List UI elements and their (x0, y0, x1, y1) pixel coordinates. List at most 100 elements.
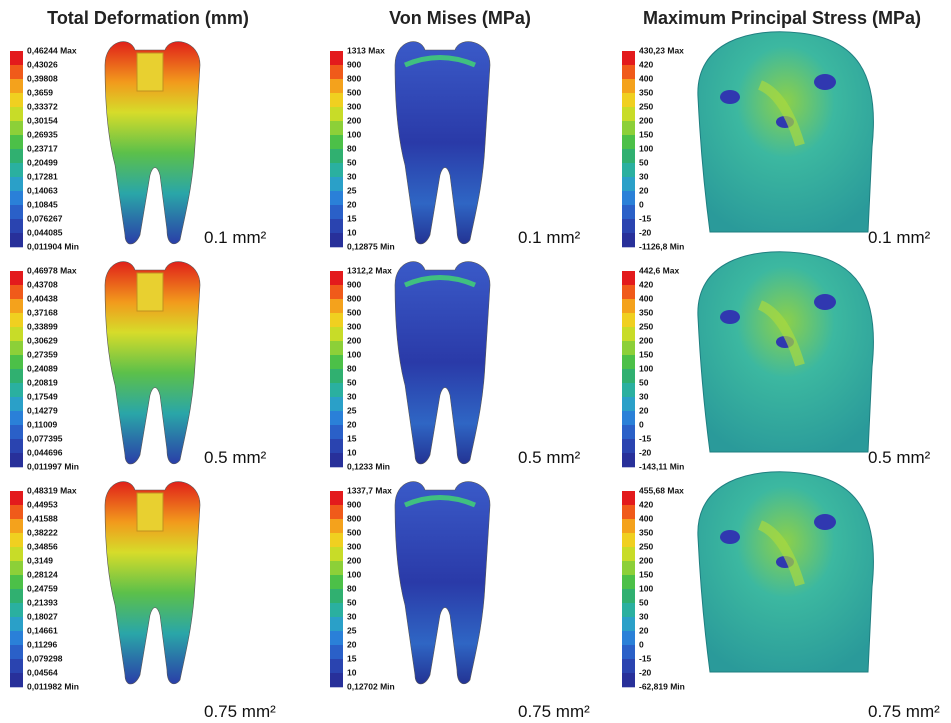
legend-label: 0,3659 (27, 87, 53, 97)
stress-spot (720, 310, 740, 324)
legend-label: 420 (639, 279, 653, 289)
cavity (137, 493, 163, 531)
legend-label: 0,38222 (27, 527, 58, 537)
legend-label: 100 (639, 583, 653, 593)
legend-band (622, 65, 635, 79)
row-label: 0.75 mm² (518, 702, 590, 721)
legend-band (622, 149, 635, 163)
legend-label: 0,40438 (27, 293, 58, 303)
panel: 1312,2 Max900800500300200100805030252015… (330, 262, 581, 472)
legend-band (10, 299, 23, 313)
legend-band (330, 575, 343, 589)
legend-band (330, 383, 343, 397)
legend-label: 200 (639, 555, 653, 565)
legend-band (10, 271, 23, 285)
legend-label: 30 (639, 611, 649, 621)
legend-label: 20 (639, 405, 649, 415)
legend-label: 0 (639, 419, 644, 429)
legend-label: 900 (347, 59, 361, 69)
legend-band (622, 191, 635, 205)
legend-band (330, 645, 343, 659)
legend-label: 0,39808 (27, 73, 58, 83)
legend-label: 0,43708 (27, 279, 58, 289)
legend-label: 50 (639, 597, 649, 607)
legend-band (330, 561, 343, 575)
legend-band (10, 519, 23, 533)
legend-band (622, 645, 635, 659)
legend-label: 50 (639, 377, 649, 387)
row-label: 0.1 mm² (518, 228, 581, 247)
legend-label: 500 (347, 527, 361, 537)
legend-band (330, 233, 343, 247)
legend-label: 15 (347, 213, 357, 223)
legend-label: 0,20499 (27, 157, 58, 167)
legend-band (330, 589, 343, 603)
legend-band (330, 411, 343, 425)
legend-band (330, 533, 343, 547)
legend-band (330, 631, 343, 645)
legend-label: 20 (347, 639, 357, 649)
row-label: 0.75 mm² (204, 702, 276, 721)
legend-band (10, 219, 23, 233)
legend-label: 0,18027 (27, 611, 58, 621)
legend-band (10, 107, 23, 121)
legend-label: 0 (639, 199, 644, 209)
legend-band (330, 149, 343, 163)
legend-label: 25 (347, 405, 357, 415)
legend-label: -15 (639, 213, 652, 223)
legend-label: 0,28124 (27, 569, 58, 579)
legend-label: 0,011997 Min (27, 461, 79, 471)
legend-band (622, 617, 635, 631)
legend-band (622, 205, 635, 219)
legend-band (330, 51, 343, 65)
legend-label: 430,23 Max (639, 45, 684, 55)
legend-band (622, 589, 635, 603)
legend-label: 15 (347, 433, 357, 443)
legend-label: 300 (347, 321, 361, 331)
legend-band (622, 51, 635, 65)
legend-band (330, 519, 343, 533)
legend-band (10, 163, 23, 177)
legend-label: 150 (639, 129, 653, 139)
legend-label: 0,011904 Min (27, 241, 79, 251)
legend-band (330, 341, 343, 355)
panel: 1313 Max90080050030020010080503025201510… (330, 42, 581, 252)
panels: Total Deformation (mm)0,46244 Max0,43026… (10, 8, 940, 721)
legend-label: 100 (347, 349, 361, 359)
legend-label: 250 (639, 321, 653, 331)
legend-band (622, 561, 635, 575)
legend-label: 0,33372 (27, 101, 58, 111)
legend-band (10, 617, 23, 631)
legend-label: 0,17549 (27, 391, 58, 401)
legend-band (622, 107, 635, 121)
row-label: 0.5 mm² (518, 448, 581, 467)
legend-band (10, 177, 23, 191)
legend-label: 0,27359 (27, 349, 58, 359)
legend-label: 100 (639, 143, 653, 153)
row-label: 0.5 mm² (204, 448, 267, 467)
legend-band (622, 505, 635, 519)
legend-band (330, 439, 343, 453)
legend-label: -15 (639, 653, 652, 663)
legend-band (622, 93, 635, 107)
legend-band (10, 397, 23, 411)
legend-band (622, 341, 635, 355)
stress-spot (814, 294, 836, 310)
legend-label: 350 (639, 307, 653, 317)
legend-band (622, 575, 635, 589)
legend-band (330, 617, 343, 631)
legend-band (10, 79, 23, 93)
legend-band (10, 369, 23, 383)
legend-band (330, 425, 343, 439)
legend-label: 900 (347, 499, 361, 509)
legend-label: 150 (639, 349, 653, 359)
column-title: Von Mises (MPa) (389, 8, 531, 28)
legend-band (622, 355, 635, 369)
legend-label: 0,34856 (27, 541, 58, 551)
legend-label: -62,819 Min (639, 681, 685, 691)
legend-band (622, 163, 635, 177)
legend-label: 0,14661 (27, 625, 58, 635)
legend-label: 0,10845 (27, 199, 58, 209)
legend-label: 455,68 Max (639, 485, 684, 495)
legend-label: 420 (639, 499, 653, 509)
